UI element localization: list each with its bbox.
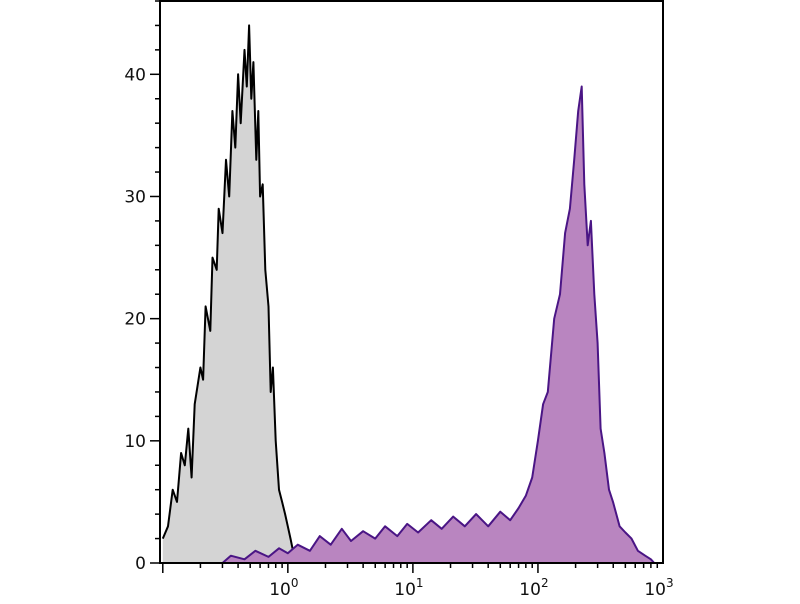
series-1-area [222,86,655,563]
y-tick-label: 0 [135,554,146,574]
x-tick-label: 102 [519,576,548,600]
x-tick-label: 100 [269,576,298,600]
x-tick-exponent: 1 [416,576,424,590]
x-tick-exponent: 3 [666,576,674,590]
series-0-line [161,24,299,564]
x-tick-exponent: 2 [541,576,549,590]
y-tick-label: 30 [124,187,146,207]
series-layer [161,24,655,564]
y-tick-label: 10 [124,432,146,452]
x-tick-label: 101 [394,576,423,600]
y-tick-label: 20 [124,310,146,330]
y-tick-label: 40 [124,65,146,85]
series-0-area [162,25,298,563]
x-tick-exponent: 0 [291,576,299,590]
plot-frame [159,0,664,564]
series-1-line [221,85,655,564]
x-tick-label: 103 [644,576,673,600]
